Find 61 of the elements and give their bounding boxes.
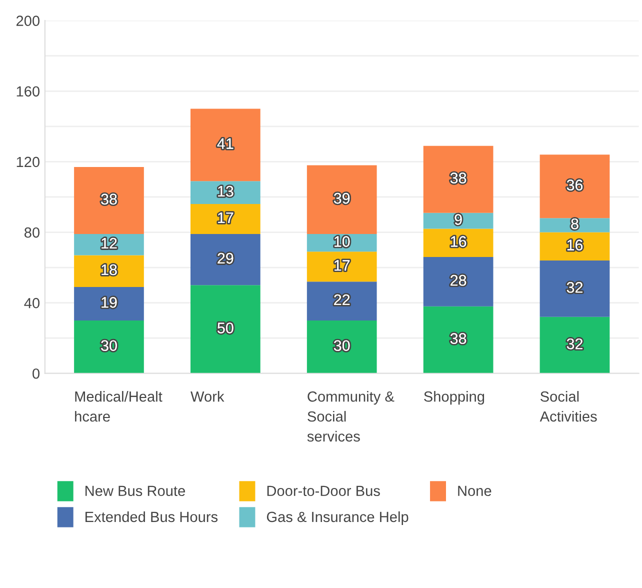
data-label: 50 [218, 322, 234, 334]
data-label: 36 [566, 180, 583, 190]
bar [74, 320, 144, 374]
bar [540, 260, 610, 317]
data-label: 17 [218, 212, 234, 223]
y-tick-label: 40 [24, 298, 40, 308]
bar [540, 316, 610, 374]
bar [74, 166, 144, 234]
x-tick-label: Social Activities [540, 391, 597, 422]
data-label: 32 [566, 338, 582, 350]
bar [540, 154, 610, 218]
legend-label: New Bus Route [86, 486, 185, 496]
bar [423, 306, 494, 374]
bar [306, 165, 377, 234]
bar [74, 255, 144, 287]
data-label: 38 [450, 172, 466, 184]
x-tick-label: Community & Social services [307, 391, 394, 442]
bar [190, 234, 260, 286]
data-label: 30 [101, 340, 117, 352]
bar [423, 256, 494, 306]
bar [306, 282, 377, 320]
y-tick-label: 120 [16, 156, 40, 168]
y-tick-label: 0 [32, 368, 40, 379]
legend-label: Door-to-Door Bus [267, 486, 380, 496]
data-label: 39 [334, 192, 350, 204]
data-label: 8 [571, 218, 578, 230]
data-label: 28 [450, 274, 466, 286]
bar [423, 146, 494, 213]
data-label: 19 [102, 296, 117, 308]
x-tick-label: Work [190, 391, 224, 402]
bar [306, 252, 377, 282]
data-label: 29 [218, 252, 234, 264]
data-label: 38 [450, 333, 466, 344]
data-label: 13 [218, 186, 234, 197]
data-label: 12 [102, 238, 117, 249]
x-tick-label: Shopping [424, 391, 484, 405]
data-label: 41 [217, 138, 234, 149]
bar [540, 218, 610, 232]
legend-label: None [458, 486, 492, 496]
bar [190, 108, 260, 182]
data-label: 18 [102, 264, 117, 276]
data-label: 22 [334, 294, 350, 306]
legend-label: Extended Bus Hours [86, 511, 218, 522]
bar [306, 320, 377, 374]
y-tick-label: 80 [24, 227, 40, 238]
data-label: 17 [334, 260, 350, 271]
bar [190, 204, 260, 234]
bar [190, 285, 260, 374]
data-label: 10 [334, 236, 350, 247]
y-tick-label: 200 [16, 16, 40, 26]
bar [74, 286, 144, 320]
x-tick-label: Medical/Healthcare [75, 391, 162, 422]
data-label: 38 [101, 194, 117, 205]
bar [423, 228, 494, 257]
data-label: 16 [567, 240, 583, 250]
legend-label: Gas & Insurance Help [266, 511, 408, 525]
data-label: 32 [566, 282, 582, 293]
data-label: 30 [334, 340, 350, 352]
data-label: 9 [454, 214, 462, 225]
data-label: 16 [450, 236, 466, 247]
y-tick-label: 160 [16, 86, 40, 97]
